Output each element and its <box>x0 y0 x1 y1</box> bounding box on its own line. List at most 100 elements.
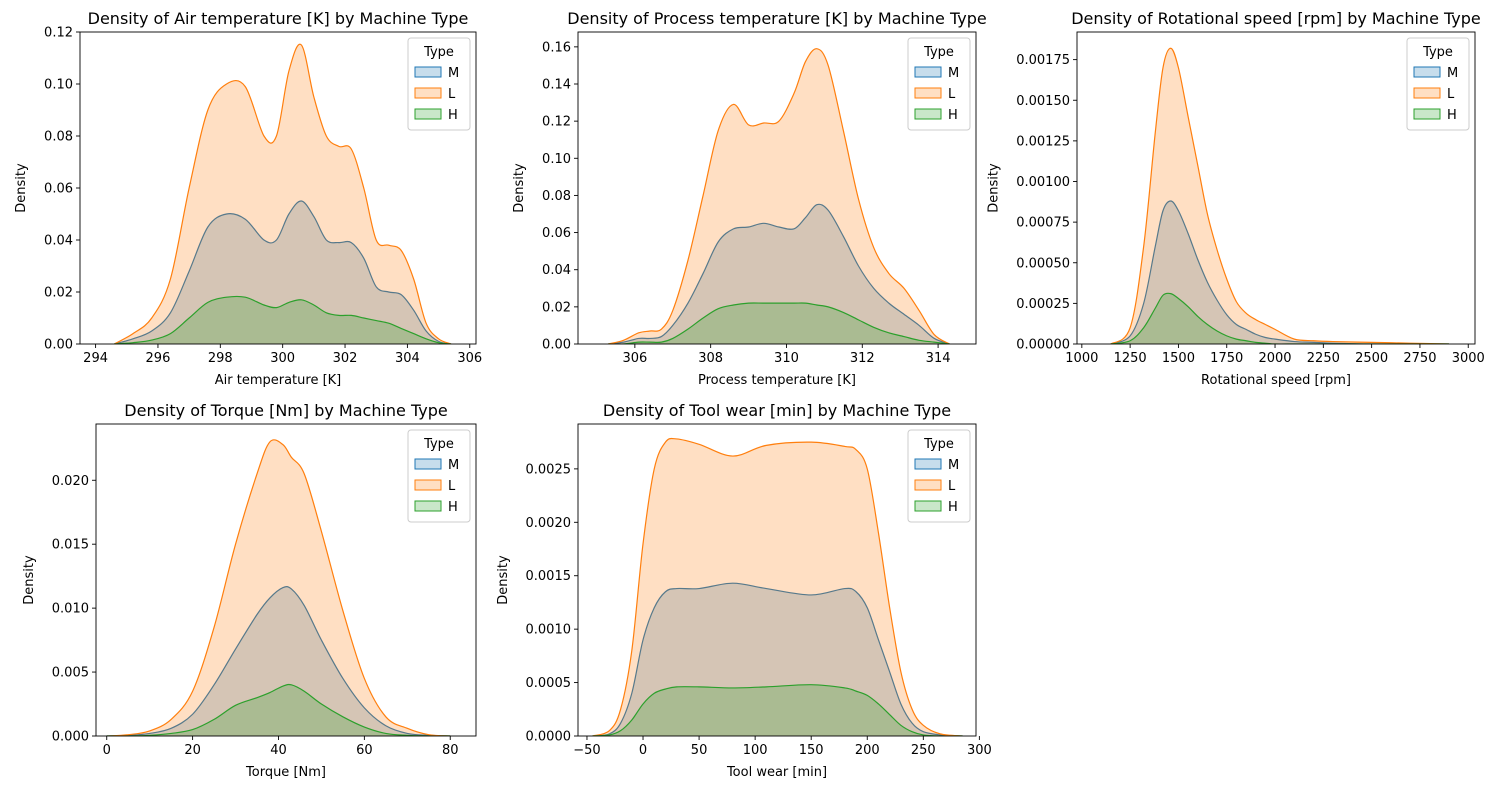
x-tick-label: 60 <box>356 743 373 758</box>
x-tick-label: 300 <box>270 351 295 366</box>
y-tick-label: 0.04 <box>44 234 73 249</box>
axes-frame <box>95 423 477 737</box>
legend-entry-H: H <box>1447 108 1457 123</box>
legend-swatch-H <box>414 108 442 120</box>
x-tick-label: 314 <box>926 351 951 366</box>
x-tick-label: 298 <box>208 351 233 366</box>
y-tick-label: 0.0025 <box>526 462 572 477</box>
series-line-M <box>1110 200 1449 344</box>
y-tick-label: 0.0000 <box>526 730 572 745</box>
series-line-M <box>592 582 963 736</box>
y-tick-label: 0.04 <box>542 263 571 278</box>
legend: Type MLH <box>907 37 971 131</box>
series-line-H <box>106 683 451 736</box>
legend: Type MLH <box>907 429 971 523</box>
legend-swatch-M <box>914 66 942 78</box>
legend-swatch-L <box>914 479 942 491</box>
series-area-M <box>1110 201 1449 344</box>
legend: Type MLH <box>407 37 471 131</box>
y-tick-label: 0.0020 <box>526 516 572 531</box>
y-tick-label: 0.00150 <box>1016 94 1070 109</box>
y-tick-label: 0.005 <box>52 666 89 681</box>
y-axis-label: Density <box>22 555 37 605</box>
x-tick-label: 2250 <box>1307 351 1340 366</box>
series-group <box>1110 47 1449 344</box>
series-line-M <box>114 200 452 344</box>
legend-box <box>407 429 471 523</box>
x-tick-label: 0 <box>639 743 647 758</box>
legend-title: Type <box>423 45 454 60</box>
series-area-L <box>106 439 451 736</box>
legend-box <box>907 37 971 131</box>
x-tick-label: 200 <box>855 743 880 758</box>
legend-swatch-M <box>1413 66 1441 78</box>
x-tick-label: 1500 <box>1162 351 1195 366</box>
y-tick-label: 0.0015 <box>526 569 572 584</box>
series-line-H <box>592 684 963 736</box>
x-axis-label: Torque [Nm] <box>245 765 326 780</box>
y-tick-label: 0.00050 <box>1016 256 1070 271</box>
y-axis-label: Density <box>496 555 511 605</box>
x-tick-label: 100 <box>743 743 768 758</box>
chart-title: Density of Rotational speed [rpm] by Mac… <box>1071 9 1481 28</box>
y-tick-label: 0.00 <box>542 338 571 353</box>
series-line-M <box>608 203 950 344</box>
x-tick-label: 2500 <box>1355 351 1388 366</box>
legend-swatch-L <box>1413 87 1441 99</box>
series-area-H <box>608 303 950 344</box>
x-tick-label: 3000 <box>1452 351 1485 366</box>
chart-title: Density of Tool wear [min] by Machine Ty… <box>603 401 951 420</box>
series-line-L <box>592 437 963 736</box>
x-tick-label: 250 <box>911 743 936 758</box>
series-line-L <box>1110 47 1449 344</box>
y-tick-label: 0.00 <box>44 338 73 353</box>
legend-entry-H: H <box>948 108 958 123</box>
axes-frame <box>577 423 977 737</box>
x-tick-label: 304 <box>395 351 420 366</box>
chart-title: Density of Torque [Nm] by Machine Type <box>124 401 447 420</box>
x-tick-label: −50 <box>573 743 600 758</box>
legend-box <box>907 429 971 523</box>
axes-frame <box>1076 31 1476 345</box>
subplot-4: 0 20 40 60 80 0.000 0.005 0.010 0.015 0.020 Densit… <box>22 401 477 780</box>
legend-title: Type <box>923 437 954 452</box>
series-area-H <box>106 684 451 736</box>
legend-entry-L: L <box>948 479 956 494</box>
y-tick-label: 0.0005 <box>526 676 572 691</box>
y-tick-label: 0.08 <box>542 189 571 204</box>
subplot-1: 294 296 298 300 302 304 306 0.00 0.02 0.04 0.06 0.0… <box>14 9 482 388</box>
y-tick-label: 0.10 <box>542 152 571 167</box>
y-tick-label: 0.00000 <box>1016 338 1070 353</box>
series-group <box>114 43 452 344</box>
legend-swatch-M <box>414 458 442 470</box>
series-area-L <box>1110 48 1449 344</box>
legend-entry-M: M <box>948 66 959 81</box>
x-tick-label: 20 <box>184 743 201 758</box>
x-tick-label: 302 <box>333 351 358 366</box>
x-axis-label: Process temperature [K] <box>698 373 856 388</box>
x-axis-label: Air temperature [K] <box>215 373 342 388</box>
legend-entry-H: H <box>448 108 458 123</box>
series-line-L <box>114 43 452 344</box>
legend-swatch-L <box>414 87 442 99</box>
series-area-M <box>608 204 950 344</box>
legend-box <box>1406 37 1470 131</box>
subplot-2: 306 308 310 312 314 0.00 0.02 0.04 0.06 0.08 0.10 0… <box>512 9 987 388</box>
series-area-L <box>608 48 950 344</box>
y-tick-label: 0.14 <box>542 78 571 93</box>
x-tick-label: 306 <box>457 351 482 366</box>
series-area-L <box>114 44 452 344</box>
y-tick-label: 0.10 <box>44 78 73 93</box>
legend-entry-L: L <box>948 87 956 102</box>
y-tick-label: 0.00125 <box>1016 134 1070 149</box>
chart-title: Density of Air temperature [K] by Machin… <box>88 9 469 28</box>
legend-swatch-H <box>914 108 942 120</box>
series-area-L <box>592 438 963 736</box>
y-tick-label: 0.010 <box>52 602 89 617</box>
y-tick-label: 0.00100 <box>1016 175 1070 190</box>
x-axis-label: Rotational speed [rpm] <box>1201 373 1351 388</box>
series-area-H <box>1110 293 1449 344</box>
y-tick-label: 0.08 <box>44 130 73 145</box>
x-tick-label: 308 <box>698 351 723 366</box>
